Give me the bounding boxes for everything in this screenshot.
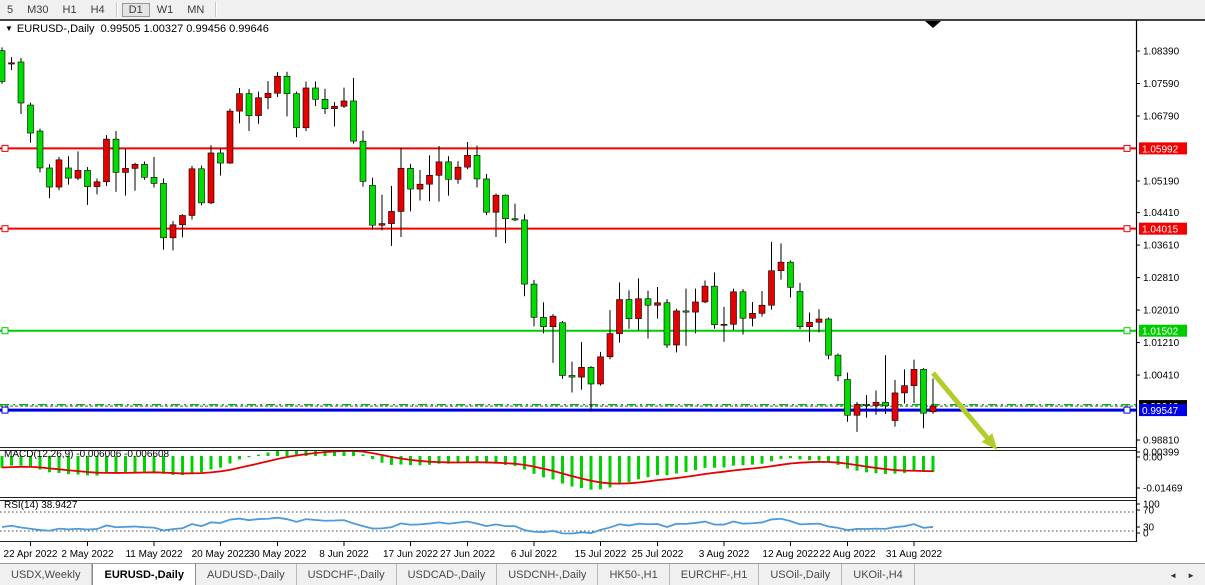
horizontal-line	[0, 406, 1136, 414]
timeframe-button-h1[interactable]: H1	[62, 3, 77, 16]
tab-usdx-weekly[interactable]: USDX,Weekly	[0, 564, 93, 585]
tab-eurchf-h1[interactable]: EURCHF-,H1	[670, 564, 760, 585]
tab-usdcnh-daily[interactable]: USDCNH-,Daily	[497, 564, 599, 585]
tab-scroll-right-icon[interactable]: ►	[1187, 570, 1195, 580]
timeframe-button-w1[interactable]: W1	[156, 3, 174, 16]
svg-text:0.98810: 0.98810	[1143, 436, 1180, 447]
svg-text:1.00410: 1.00410	[1143, 371, 1180, 382]
svg-text:1.01502: 1.01502	[1142, 327, 1179, 338]
symbol-tab-bar: USDX,Weekly EURUSD-,Daily AUDUSD-,Daily …	[0, 563, 1205, 585]
rsi-axis-tick: 100	[1143, 500, 1160, 511]
date-axis-tick: 3 Aug 2022	[699, 549, 750, 560]
timeframe-button-m5[interactable]: 5	[7, 3, 14, 16]
macd-axis-tick: 0.00399	[1143, 448, 1180, 459]
toolbar-separator	[215, 2, 218, 17]
svg-text:1.05992: 1.05992	[1142, 144, 1179, 155]
date-axis-tick: 22 Apr 2022	[4, 549, 58, 560]
rsi-line	[1, 516, 934, 535]
date-axis-tick: 30 May 2022	[249, 549, 307, 560]
svg-text:1.01210: 1.01210	[1143, 338, 1180, 349]
tab-scroll-controls: ◄ ►	[1159, 564, 1205, 585]
date-axis-tick: 2 May 2022	[61, 549, 114, 560]
macd-panel	[0, 451, 935, 490]
tab-hk50-h1[interactable]: HK50-,H1	[598, 564, 670, 585]
rsi-axis-tick: 30	[1143, 523, 1155, 534]
tab-eurusd-daily[interactable]: EURUSD-,Daily	[92, 564, 196, 585]
date-axis-tick: 20 May 2022	[192, 549, 250, 560]
date-axis-tick: 15 Jul 2022	[575, 549, 627, 560]
date-axis-tick: 25 Jul 2022	[632, 549, 684, 560]
timeframe-button-m30[interactable]: M30	[27, 3, 49, 16]
date-axis-tick: 8 Jun 2022	[319, 549, 369, 560]
drawn-arrow-annotation	[931, 371, 998, 450]
rsi-axis-tick: 0	[1143, 529, 1149, 540]
date-axis-tick: 31 Aug 2022	[886, 549, 943, 560]
rsi-panel	[0, 511, 1136, 535]
tab-usdcad-daily[interactable]: USDCAD-,Daily	[397, 564, 498, 585]
date-axis-tick: 12 Aug 2022	[762, 549, 819, 560]
horizontal-line	[0, 225, 1136, 233]
date-axis-tick: 17 Jun 2022	[383, 549, 438, 560]
price-axis-label: 1.04015	[1139, 222, 1187, 236]
price-axis-label: 0.99547	[1139, 404, 1187, 417]
tab-ukoil-h4[interactable]: UKOil-,H4	[842, 564, 915, 585]
date-axis-tick: 11 May 2022	[125, 549, 183, 560]
price-chart-canvas[interactable]: 1.08390 1.07590 1.06790 1.05190 1.04410 1.036…	[0, 19, 1205, 563]
date-axis: 22 Apr 2022 2 May 2022 11 May 2022 20 May 2…	[4, 542, 943, 560]
date-axis-tick: 6 Jul 2022	[511, 549, 558, 560]
macd-axis-tick: -0.01469	[1143, 484, 1183, 495]
timeframe-button-h4[interactable]: H4	[90, 3, 105, 16]
macd-axis-tick: 0.00	[1143, 453, 1163, 464]
svg-text:1.06790: 1.06790	[1143, 111, 1180, 122]
tab-usdchf-daily[interactable]: USDCHF-,Daily	[297, 564, 397, 585]
svg-text:1.08390: 1.08390	[1143, 47, 1180, 58]
svg-text:1.02810: 1.02810	[1143, 273, 1180, 284]
timeframe-button-mn[interactable]: MN	[187, 3, 205, 16]
price-axis: 1.08390 1.07590 1.06790 1.05190 1.04410 1.036…	[1136, 47, 1180, 447]
tab-scroll-left-icon[interactable]: ◄	[1169, 570, 1178, 580]
horizontal-line	[0, 144, 1136, 152]
svg-text:1.04410: 1.04410	[1143, 208, 1180, 219]
svg-text:1.07590: 1.07590	[1143, 79, 1180, 90]
toolbar-separator	[115, 2, 118, 17]
macd-signal-line	[1, 451, 934, 485]
price-axis-label: 1.01502	[1139, 324, 1187, 338]
timeframe-button-d1[interactable]: D1	[121, 2, 150, 17]
svg-text:1.02010: 1.02010	[1143, 306, 1180, 317]
svg-text:1.03610: 1.03610	[1143, 241, 1180, 252]
candlestick-series	[0, 47, 937, 432]
svg-text:0.99547: 0.99547	[1142, 406, 1179, 417]
svg-text:1.05190: 1.05190	[1143, 176, 1180, 187]
chart-shift-marker-icon	[925, 21, 941, 28]
date-axis-tick: 22 Aug 2022	[819, 549, 876, 560]
price-axis-label: 1.05992	[1139, 142, 1187, 155]
tab-usoil-daily[interactable]: USOil-,Daily	[759, 564, 843, 585]
horizontal-line	[0, 327, 1136, 335]
date-axis-tick: 27 Jun 2022	[440, 549, 495, 560]
svg-text:1.04015: 1.04015	[1142, 225, 1179, 236]
chart-area[interactable]: 1.08390 1.07590 1.06790 1.05190 1.04410 1.036…	[0, 19, 1205, 563]
timeframe-toolbar: 5 M30 H1 H4 D1 W1 MN	[0, 0, 1205, 19]
main-price-panel	[0, 47, 1136, 432]
tab-audusd-daily[interactable]: AUDUSD-,Daily	[196, 564, 297, 585]
rsi-axis-tick: 70	[1143, 506, 1155, 517]
